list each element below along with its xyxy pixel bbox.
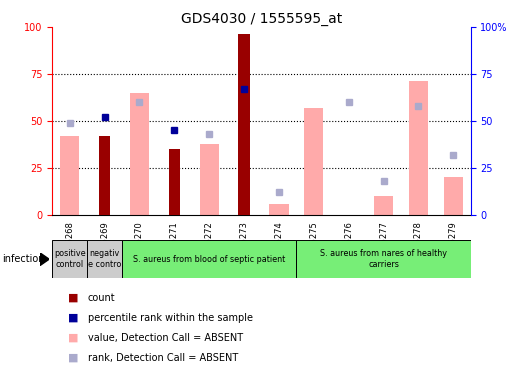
Bar	[304, 108, 323, 215]
Bar	[200, 144, 219, 215]
Text: infection: infection	[3, 254, 45, 264]
Bar	[238, 35, 249, 215]
Title: GDS4030 / 1555595_at: GDS4030 / 1555595_at	[181, 12, 342, 26]
Text: rank, Detection Call = ABSENT: rank, Detection Call = ABSENT	[88, 353, 238, 362]
Bar	[60, 136, 79, 215]
Bar	[52, 240, 87, 278]
Bar	[87, 240, 122, 278]
Bar	[269, 204, 289, 215]
Text: ■: ■	[68, 313, 78, 323]
Text: count: count	[88, 293, 116, 303]
Bar	[409, 81, 428, 215]
Polygon shape	[40, 253, 49, 266]
Text: positive
control: positive control	[54, 250, 86, 269]
Text: ■: ■	[68, 293, 78, 303]
Bar	[122, 240, 297, 278]
Text: percentile rank within the sample: percentile rank within the sample	[88, 313, 253, 323]
Bar	[169, 149, 180, 215]
Text: ■: ■	[68, 333, 78, 343]
Bar	[444, 177, 463, 215]
Bar	[130, 93, 149, 215]
Text: S. aureus from blood of septic patient: S. aureus from blood of septic patient	[133, 255, 286, 264]
Text: value, Detection Call = ABSENT: value, Detection Call = ABSENT	[88, 333, 243, 343]
Text: negativ
e contro: negativ e contro	[88, 250, 121, 269]
Bar	[297, 240, 471, 278]
Bar	[99, 136, 110, 215]
Bar	[374, 196, 393, 215]
Text: S. aureus from nares of healthy
carriers: S. aureus from nares of healthy carriers	[320, 250, 447, 269]
Text: ■: ■	[68, 353, 78, 362]
